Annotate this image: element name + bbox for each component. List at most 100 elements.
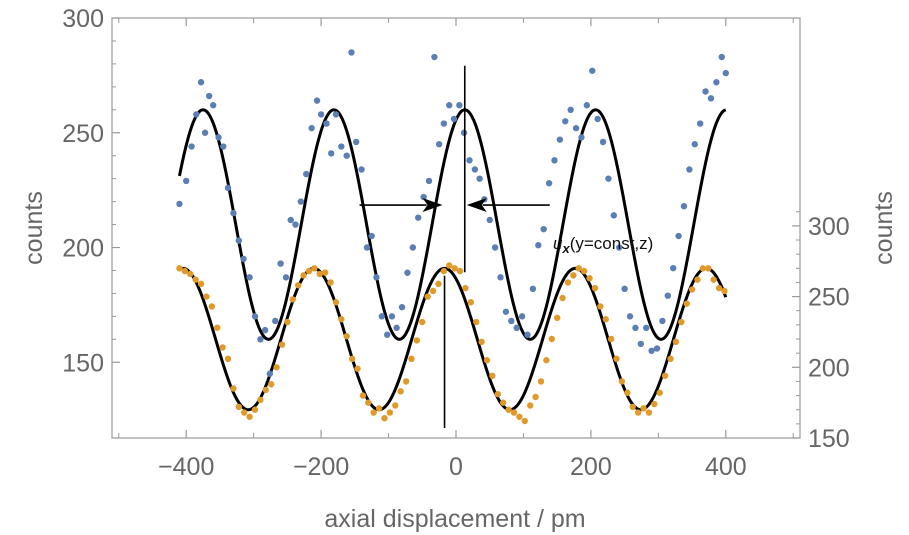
data-point-series-2	[521, 417, 528, 425]
data-point-series-1	[317, 111, 325, 118]
fit-curve-1	[177, 108, 727, 341]
data-point-series-1	[358, 166, 365, 173]
data-point-series-2	[241, 409, 248, 416]
data-point-series-2	[246, 413, 253, 420]
data-point-series-1	[435, 141, 443, 148]
data-point-series-1	[348, 49, 355, 56]
data-point-series-2	[580, 267, 588, 275]
displacement-annotation: ux(y=const,z)	[553, 234, 653, 256]
data-point-series-2	[181, 267, 189, 275]
data-point-series-1	[368, 232, 375, 240]
data-point-series-1	[323, 120, 330, 127]
data-point-series-2	[591, 284, 599, 292]
data-point-series-2	[300, 272, 307, 279]
data-point-series-1	[524, 331, 531, 338]
left-y-tick-label: 200	[62, 235, 104, 263]
x-tick-label: 200	[570, 453, 612, 481]
data-point-series-1	[572, 124, 580, 132]
data-point-series-2	[305, 267, 313, 275]
data-point-series-1	[440, 120, 448, 127]
data-point-series-1	[251, 313, 259, 320]
data-point-series-1	[332, 111, 340, 118]
data-point-series-1	[343, 152, 350, 159]
data-point-series-2	[516, 413, 523, 420]
data-point-series-1	[328, 150, 335, 157]
data-point-series-2	[424, 293, 431, 300]
data-point-series-2	[715, 284, 723, 292]
data-point-series-2	[564, 279, 572, 286]
data-point-series-1	[230, 209, 237, 217]
data-point-series-1	[513, 324, 520, 332]
data-point-series-1	[240, 255, 247, 263]
data-point-series-2	[640, 405, 647, 412]
right-y-tick-label: 250	[808, 284, 850, 312]
data-point-series-2	[683, 300, 690, 307]
data-point-series-2	[575, 265, 582, 272]
data-point-series-1	[486, 216, 493, 224]
data-point-series-1	[702, 88, 709, 95]
plot-border	[111, 17, 801, 439]
data-point-series-2	[294, 282, 302, 289]
data-point-series-2	[624, 389, 631, 396]
data-point-series-2	[559, 294, 566, 302]
data-point-series-2	[462, 284, 469, 292]
data-point-series-2	[527, 402, 534, 409]
data-point-series-2	[408, 355, 415, 363]
data-point-series-2	[381, 415, 388, 422]
data-point-series-1	[272, 317, 279, 325]
data-point-series-2	[548, 335, 555, 343]
data-point-series-2	[192, 276, 199, 283]
data-point-series-1	[393, 324, 400, 332]
data-point-series-1	[201, 129, 209, 136]
data-point-series-2	[478, 338, 485, 346]
data-point-series-1	[287, 216, 294, 224]
data-point-series-1	[420, 193, 427, 201]
data-point-series-1	[589, 67, 596, 74]
data-point-series-1	[183, 177, 190, 185]
data-point-series-2	[537, 378, 545, 385]
left-y-axis-label: counts	[20, 191, 48, 265]
data-point-series-1	[188, 143, 195, 150]
data-point-series-1	[224, 184, 232, 192]
annotation-symbol: u	[553, 234, 563, 253]
x-tick-label: 400	[705, 453, 747, 481]
data-point-series-1	[556, 136, 564, 143]
data-point-series-1	[675, 232, 682, 240]
data-point-series-1	[680, 203, 688, 210]
data-point-series-2	[473, 318, 480, 326]
data-point-series-1	[415, 214, 422, 221]
data-point-series-1	[292, 221, 299, 228]
data-point-series-2	[446, 262, 453, 269]
data-point-series-1	[215, 134, 222, 141]
data-point-series-1	[409, 244, 417, 251]
data-point-series-2	[667, 355, 674, 363]
data-point-series-1	[664, 292, 671, 299]
data-point-series-1	[718, 53, 725, 61]
data-point-series-2	[602, 316, 609, 323]
data-point-series-2	[694, 276, 701, 283]
data-point-series-1	[471, 166, 479, 173]
data-point-series-1	[404, 269, 411, 276]
data-point-series-1	[277, 260, 284, 267]
data-point-series-2	[505, 406, 512, 413]
data-points	[176, 49, 729, 425]
data-point-series-1	[696, 120, 704, 127]
data-point-series-1	[610, 212, 618, 219]
data-point-series-2	[176, 265, 183, 272]
data-point-series-2	[467, 299, 475, 306]
data-point-series-1	[282, 274, 290, 281]
data-point-series-1	[220, 143, 227, 150]
data-point-series-1	[632, 324, 639, 332]
data-point-series-2	[262, 386, 269, 394]
data-point-series-2	[656, 389, 663, 396]
data-point-series-1	[594, 115, 601, 123]
data-point-series-1	[567, 106, 574, 114]
data-point-series-2	[327, 279, 334, 286]
data-point-series-1	[384, 331, 391, 338]
data-point-series-2	[456, 267, 464, 275]
data-point-series-1	[246, 274, 253, 281]
data-point-series-2	[710, 276, 717, 283]
data-point-series-1	[653, 345, 661, 352]
data-point-series-2	[284, 318, 291, 326]
data-point-series-1	[578, 134, 585, 141]
